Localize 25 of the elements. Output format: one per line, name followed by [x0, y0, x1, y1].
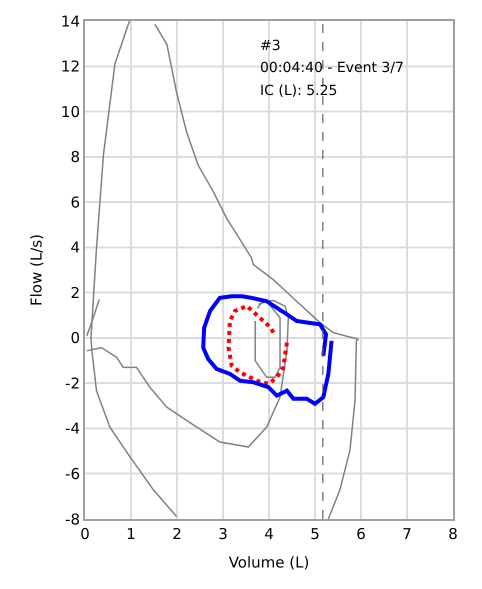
x-tick-label: 1 [126, 525, 136, 543]
y-tick-label: -2 [65, 374, 80, 392]
y-tick-label: 0 [70, 329, 80, 348]
x-axis-title: Volume (L) [228, 554, 310, 572]
x-tick-label: 5 [310, 525, 320, 543]
y-tick-label: 2 [70, 284, 80, 302]
annotation: #3 [260, 38, 281, 54]
x-tick-label: 4 [264, 525, 274, 543]
y-tick-label: -6 [65, 464, 80, 483]
y-tick-label: 6 [70, 193, 80, 212]
x-tick-label: 6 [356, 525, 366, 543]
x-tick-label: 7 [402, 525, 412, 543]
x-tick-label: 3 [218, 525, 228, 543]
y-tick-label: -4 [65, 420, 80, 438]
annotation: 00:04:40 - Event 3/7 [260, 60, 404, 76]
x-tick-label: 2 [172, 525, 182, 543]
y-tick-label: 4 [70, 238, 80, 257]
y-tick-label: 8 [70, 148, 80, 166]
y-tick-label: -8 [65, 510, 80, 528]
x-tick-label: 8 [448, 525, 458, 543]
y-tick-label: 12 [60, 58, 80, 76]
y-axis-title: Flow (L/s) [28, 234, 46, 306]
y-tick-label: 10 [60, 102, 80, 121]
annotation: IC (L): 5.25 [260, 83, 338, 99]
y-tick-label: 14 [60, 12, 80, 30]
